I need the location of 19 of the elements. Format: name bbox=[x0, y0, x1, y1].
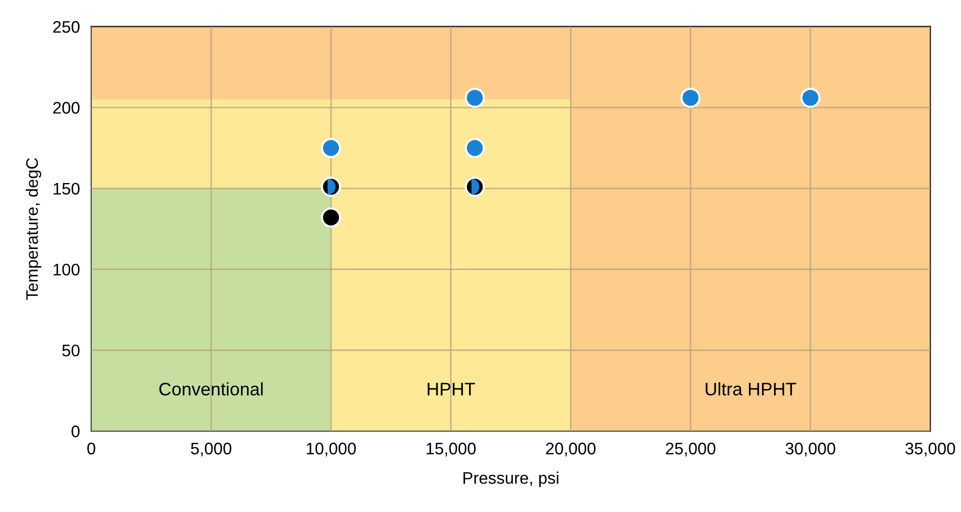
x-tick-label: 15,000 bbox=[426, 442, 476, 456]
x-tick-label: 20,000 bbox=[546, 442, 596, 456]
y-tick-label: 100 bbox=[54, 264, 80, 276]
x-tick-label: 35,000 bbox=[905, 442, 956, 456]
band-label: HPHT bbox=[428, 382, 476, 396]
y-tick-label: 250 bbox=[53, 21, 80, 33]
x-tick-label: 10,000 bbox=[306, 442, 356, 456]
y-tick-label: 50 bbox=[62, 344, 80, 356]
y-tick-label: 200 bbox=[53, 102, 80, 114]
band-label: Conventional bbox=[159, 382, 263, 396]
y-axis-title: Temperature, degC bbox=[26, 158, 42, 300]
x-axis-title: Pressure, psi bbox=[464, 472, 558, 488]
y-tick-label: 0 bbox=[72, 426, 80, 438]
x-tick-label: 25,000 bbox=[666, 442, 716, 456]
x-tick-label: 30,000 bbox=[786, 442, 836, 456]
y-tick-label: 150 bbox=[54, 182, 80, 195]
x-tick-label: 0 bbox=[87, 442, 96, 454]
x-tick-label: 5,000 bbox=[190, 442, 232, 456]
band-label: Ultra HPHT bbox=[706, 382, 796, 396]
